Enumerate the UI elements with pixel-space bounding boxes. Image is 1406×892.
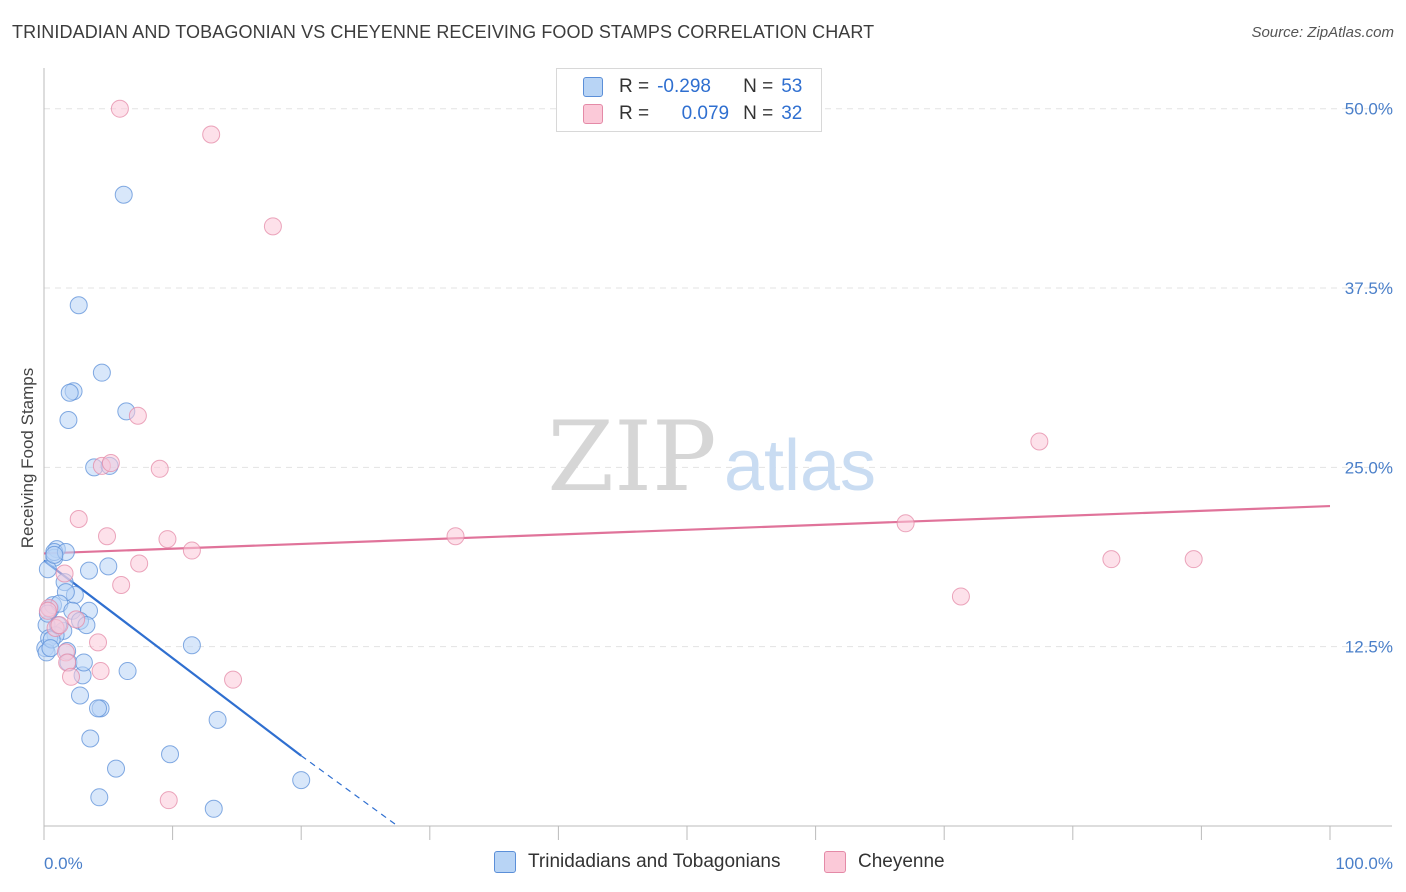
point-cheyenne: [69, 509, 88, 528]
source-label: Source: ZipAtlas.com: [1251, 24, 1394, 41]
bottom-legend-swatch-series2: [824, 851, 846, 873]
y-tick-label: 25.0%: [1345, 458, 1393, 477]
point-cheyenne: [38, 601, 57, 620]
point-cheyenne: [67, 610, 86, 629]
legend-n-value-1: 53: [781, 76, 803, 97]
data-points: [36, 99, 1203, 818]
point-trinidadian: [204, 799, 223, 818]
point-cheyenne: [150, 459, 169, 478]
watermark-zip: ZIP: [547, 401, 716, 513]
legend-swatch-series2: [583, 104, 603, 124]
point-trinidadian: [208, 710, 227, 729]
point-cheyenne: [128, 406, 147, 425]
point-trinidadian: [81, 729, 100, 748]
bottom-legend-label-series2: Cheyenne: [858, 851, 945, 872]
point-trinidadian: [118, 662, 137, 681]
point-cheyenne: [91, 662, 110, 681]
point-cheyenne: [202, 125, 221, 144]
point-cheyenne: [263, 217, 282, 236]
point-cheyenne: [98, 527, 117, 546]
point-cheyenne: [182, 541, 201, 560]
correlation-legend: R = -0.298 N = 53 R = 0.079 N = 32: [556, 68, 822, 132]
point-trinidadian: [41, 639, 60, 658]
point-cheyenne: [446, 527, 465, 546]
x-tick-label: 100.0%: [1335, 854, 1393, 873]
trendline-cheyenne: [43, 504, 1331, 555]
point-trinidadian: [292, 771, 311, 790]
point-trinidadian: [161, 745, 180, 764]
y-tick-label: 50.0%: [1345, 100, 1393, 119]
point-trinidadian: [60, 383, 79, 402]
legend-swatch-series1: [583, 77, 603, 97]
point-cheyenne: [951, 587, 970, 606]
point-trinidadian: [71, 686, 90, 705]
tick-labels: 12.5% 25.0% 37.5% 50.0% 0.0% 100.0%: [44, 100, 1393, 873]
legend-r-value-2: 0.079: [681, 103, 730, 124]
point-cheyenne: [896, 514, 915, 533]
point-trinidadian: [90, 788, 109, 807]
point-trinidadian: [182, 636, 201, 655]
point-cheyenne: [1102, 550, 1121, 569]
bottom-legend-series2: Cheyenne: [824, 851, 945, 873]
y-tick-label: 12.5%: [1345, 638, 1393, 657]
legend-r-value-1: -0.298: [657, 76, 711, 97]
grid-lines: [44, 108, 1392, 648]
point-cheyenne: [1184, 550, 1203, 569]
point-trinidadian: [99, 557, 118, 576]
legend-row-series1: R = -0.298 N = 53: [583, 76, 802, 98]
point-trinidadian: [114, 185, 133, 204]
point-trinidadian: [80, 561, 99, 580]
point-cheyenne: [1030, 432, 1049, 451]
point-cheyenne: [89, 633, 108, 652]
legend-n-label-2: N =: [743, 103, 774, 124]
bottom-legend-label-series1: Trinidadians and Tobagonians: [528, 851, 781, 872]
trendline-trinidadian: [43, 559, 302, 757]
point-trinidadian: [74, 653, 93, 672]
point-cheyenne: [62, 667, 81, 686]
trendline-trinidadian-extension: [300, 755, 399, 827]
x-tick-label: 0.0%: [44, 854, 83, 873]
point-trinidadian: [107, 759, 126, 778]
point-cheyenne: [130, 554, 149, 573]
point-cheyenne: [55, 564, 74, 583]
point-trinidadian: [89, 699, 108, 718]
point-cheyenne: [159, 791, 178, 810]
point-cheyenne: [112, 575, 131, 594]
watermark-atlas: atlas: [724, 426, 876, 506]
watermark: ZIP atlas: [547, 401, 876, 513]
bottom-legend-swatch-series1: [494, 851, 516, 873]
point-trinidadian: [69, 296, 88, 315]
axes: [43, 68, 1392, 840]
point-trinidadian: [59, 411, 78, 430]
point-cheyenne: [101, 454, 120, 473]
legend-n-value-2: 32: [781, 103, 803, 124]
point-cheyenne: [50, 616, 69, 635]
y-axis-label: Receiving Food Stamps: [18, 368, 37, 548]
point-trinidadian: [92, 363, 111, 382]
bottom-legend-series1: Trinidadians and Tobagonians: [494, 851, 780, 873]
trend-lines: [43, 504, 1331, 827]
chart-title: TRINIDADIAN AND TOBAGONIAN VS CHEYENNE R…: [12, 22, 875, 42]
y-tick-label: 37.5%: [1345, 279, 1393, 298]
point-cheyenne: [110, 99, 129, 118]
point-trinidadian: [45, 545, 64, 564]
point-cheyenne: [158, 530, 177, 549]
legend-r-label-2: R =: [619, 103, 650, 124]
legend-row-series2: R = 0.079 N = 32: [583, 103, 802, 125]
legend-n-label-1: N =: [743, 76, 774, 97]
point-cheyenne: [224, 670, 243, 689]
legend-r-label-1: R =: [619, 76, 650, 97]
